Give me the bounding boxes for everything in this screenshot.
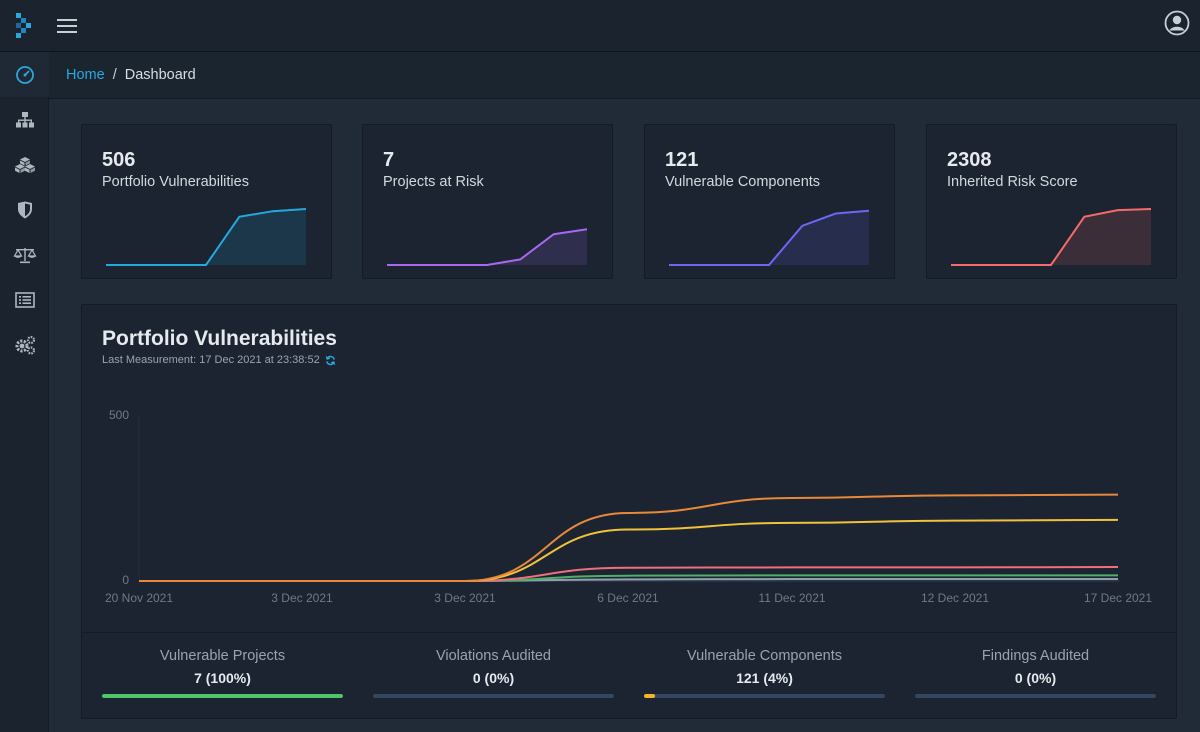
- breadcrumb-current: Dashboard: [124, 67, 196, 83]
- series-line-high: [139, 518, 1119, 582]
- card-value: 121: [665, 149, 699, 171]
- panel-title: Portfolio Vulnerabilities: [102, 327, 337, 350]
- series-line-critical: [139, 493, 1119, 582]
- user-avatar-icon: [1164, 10, 1190, 36]
- x-tick-label: 6 Dec 2021: [597, 591, 659, 605]
- logo-icon: [16, 12, 31, 38]
- card-vulnerable-components[interactable]: 121 Vulnerable Components: [644, 124, 895, 279]
- card-portfolio-vulnerabilities[interactable]: 506 Portfolio Vulnerabilities: [81, 124, 332, 279]
- card-label: Inherited Risk Score: [947, 174, 1078, 190]
- sparkline-line: [951, 208, 1152, 266]
- x-tick-label: 11 Dec 2021: [758, 591, 825, 605]
- metric-progress-fill: [102, 694, 343, 698]
- y-tick-label: 500: [109, 408, 129, 422]
- metric-vulnerable-components: Vulnerable Components 121 (4%): [644, 633, 885, 720]
- hamburger-icon: [57, 18, 77, 33]
- metric-findings-audited: Findings Audited 0 (0%): [915, 633, 1156, 720]
- sparkline-line: [387, 228, 588, 266]
- sidebar-item-administration[interactable]: [0, 322, 49, 367]
- breadcrumb-home-link[interactable]: Home: [66, 67, 105, 83]
- sparkline: [387, 228, 588, 266]
- vulnerability-trend-chart: 500 0 20 Nov 2021 3 Dec 2021 3 Dec 2021 …: [105, 408, 1152, 605]
- metric-violations-audited: Violations Audited 0 (0%): [373, 633, 614, 720]
- metric-value: 0 (0%): [472, 670, 515, 686]
- card-label: Portfolio Vulnerabilities: [102, 174, 249, 190]
- x-tick-label: 3 Dec 2021: [434, 591, 496, 605]
- sparkline: [106, 208, 307, 266]
- sidebar-item-licenses[interactable]: [0, 232, 49, 277]
- sparkline-line: [106, 208, 307, 266]
- sidebar-toggle-button[interactable]: [50, 9, 84, 43]
- sidebar-item-policy[interactable]: [0, 277, 49, 322]
- cogs-icon: [15, 335, 35, 355]
- sparkline-area: [669, 210, 869, 265]
- metric-progress-bar: [644, 694, 885, 698]
- card-value: 7: [383, 149, 395, 171]
- sidebar: [0, 52, 49, 732]
- dashboard-gauge-icon: [15, 65, 34, 84]
- sidebar-item-vulnerabilities[interactable]: [0, 187, 49, 232]
- metric-progress-bar: [915, 694, 1156, 698]
- metric-label: Vulnerable Projects: [159, 648, 286, 664]
- card-inherited-risk-score[interactable]: 2308 Inherited Risk Score: [926, 124, 1177, 279]
- card-value: 506: [102, 149, 136, 171]
- breadcrumb: Home / Dashboard: [49, 52, 1200, 99]
- metric-value: 7 (100%): [194, 670, 251, 686]
- x-tick-label: 3 Dec 2021: [271, 591, 333, 605]
- x-tick-label: 17 Dec 2021: [1084, 591, 1152, 605]
- series-group: [139, 493, 1119, 582]
- card-label: Projects at Risk: [383, 174, 484, 190]
- metric-progress-bar: [102, 694, 343, 698]
- metrics-footer: Vulnerable Projects 7 (100%) Violations …: [82, 632, 1176, 719]
- metric-label: Findings Audited: [981, 648, 1090, 664]
- last-measurement-text: Last Measurement: 17 Dec 2021 at 23:38:5…: [102, 354, 320, 366]
- sidebar-item-dashboard[interactable]: [0, 52, 49, 97]
- balance-scale-icon: [12, 247, 37, 263]
- cubes-icon: [14, 156, 35, 173]
- logo[interactable]: [0, 0, 48, 52]
- top-navbar: [0, 0, 1200, 52]
- sidebar-item-projects[interactable]: [0, 97, 49, 142]
- portfolio-vulnerabilities-panel: Portfolio Vulnerabilities Last Measureme…: [81, 304, 1177, 719]
- card-label: Vulnerable Components: [665, 174, 821, 190]
- metric-progress-fill: [644, 694, 655, 698]
- sparkline: [951, 208, 1152, 266]
- sparkline-line: [669, 209, 870, 266]
- sidebar-item-components[interactable]: [0, 142, 49, 187]
- breadcrumb-separator: /: [112, 67, 117, 83]
- card-value: 2308: [947, 149, 992, 171]
- list-alt-icon: [14, 291, 35, 308]
- shield-icon: [17, 201, 32, 218]
- sparkline-area: [387, 229, 587, 265]
- metric-vulnerable-projects: Vulnerable Projects 7 (100%): [102, 633, 343, 720]
- card-projects-at-risk[interactable]: 7 Projects at Risk: [362, 124, 613, 279]
- refresh-button[interactable]: [325, 355, 336, 366]
- sitemap-icon: [15, 111, 34, 127]
- metric-value: 121 (4%): [736, 670, 793, 686]
- x-tick-label: 20 Nov 2021: [105, 591, 173, 605]
- x-tick-label: 12 Dec 2021: [921, 591, 989, 605]
- metric-label: Violations Audited: [435, 648, 552, 664]
- sparkline-area: [106, 209, 306, 265]
- sparkline-area: [951, 209, 1151, 265]
- metric-progress-bar: [373, 694, 614, 698]
- sparkline: [669, 209, 870, 266]
- refresh-icon: [325, 355, 335, 365]
- user-menu-button[interactable]: [1164, 10, 1194, 40]
- y-tick-label: 0: [122, 573, 129, 587]
- metric-value: 0 (0%): [1014, 670, 1057, 686]
- metric-label: Vulnerable Components: [686, 648, 843, 664]
- last-measurement: Last Measurement: 17 Dec 2021 at 23:38:5…: [102, 354, 336, 366]
